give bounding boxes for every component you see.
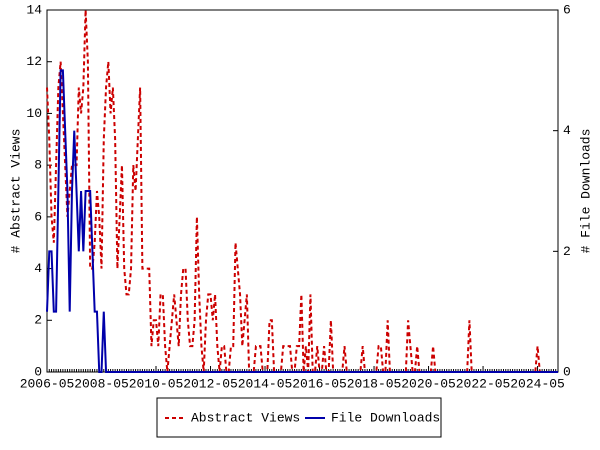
y-tick-label: 2 — [34, 313, 42, 328]
y-tick-label: 0 — [34, 364, 42, 379]
y-tick-label: 14 — [26, 2, 42, 17]
y2-tick-label: 0 — [563, 364, 571, 379]
x-tick-label: 2020-05 — [401, 376, 456, 391]
y-tick-label: 8 — [34, 158, 42, 173]
x-tick-label: 2006-05 — [20, 376, 75, 391]
legend — [156, 397, 442, 438]
x-tick-label: 2018-05 — [347, 376, 402, 391]
y-tick-label: 4 — [34, 261, 42, 276]
x-tick-label: 2024-05 — [510, 376, 565, 391]
y-tick-label: 6 — [34, 209, 42, 224]
y2-axis-label: # File Downloads — [578, 129, 593, 254]
x-tick-label: 2022-05 — [456, 376, 511, 391]
x-tick-label: 2014-05 — [238, 376, 293, 391]
x-tick-label: 2010-05 — [129, 376, 184, 391]
y-tick-label: 10 — [26, 106, 42, 121]
legend-label: Abstract Views — [191, 410, 300, 425]
series-line — [46, 9, 558, 373]
legend-label: File Downloads — [331, 410, 440, 425]
series-line — [46, 69, 558, 373]
y2-tick-label: 6 — [563, 2, 571, 17]
x-tick-label: 2012-05 — [183, 376, 238, 391]
x-tick-label: 2008-05 — [74, 376, 129, 391]
y-axis-label: # Abstract Views — [8, 129, 23, 254]
y2-tick-label: 2 — [563, 244, 571, 259]
y-tick-label: 12 — [26, 54, 42, 69]
y2-tick-label: 4 — [563, 123, 571, 138]
x-tick-label: 2016-05 — [292, 376, 347, 391]
